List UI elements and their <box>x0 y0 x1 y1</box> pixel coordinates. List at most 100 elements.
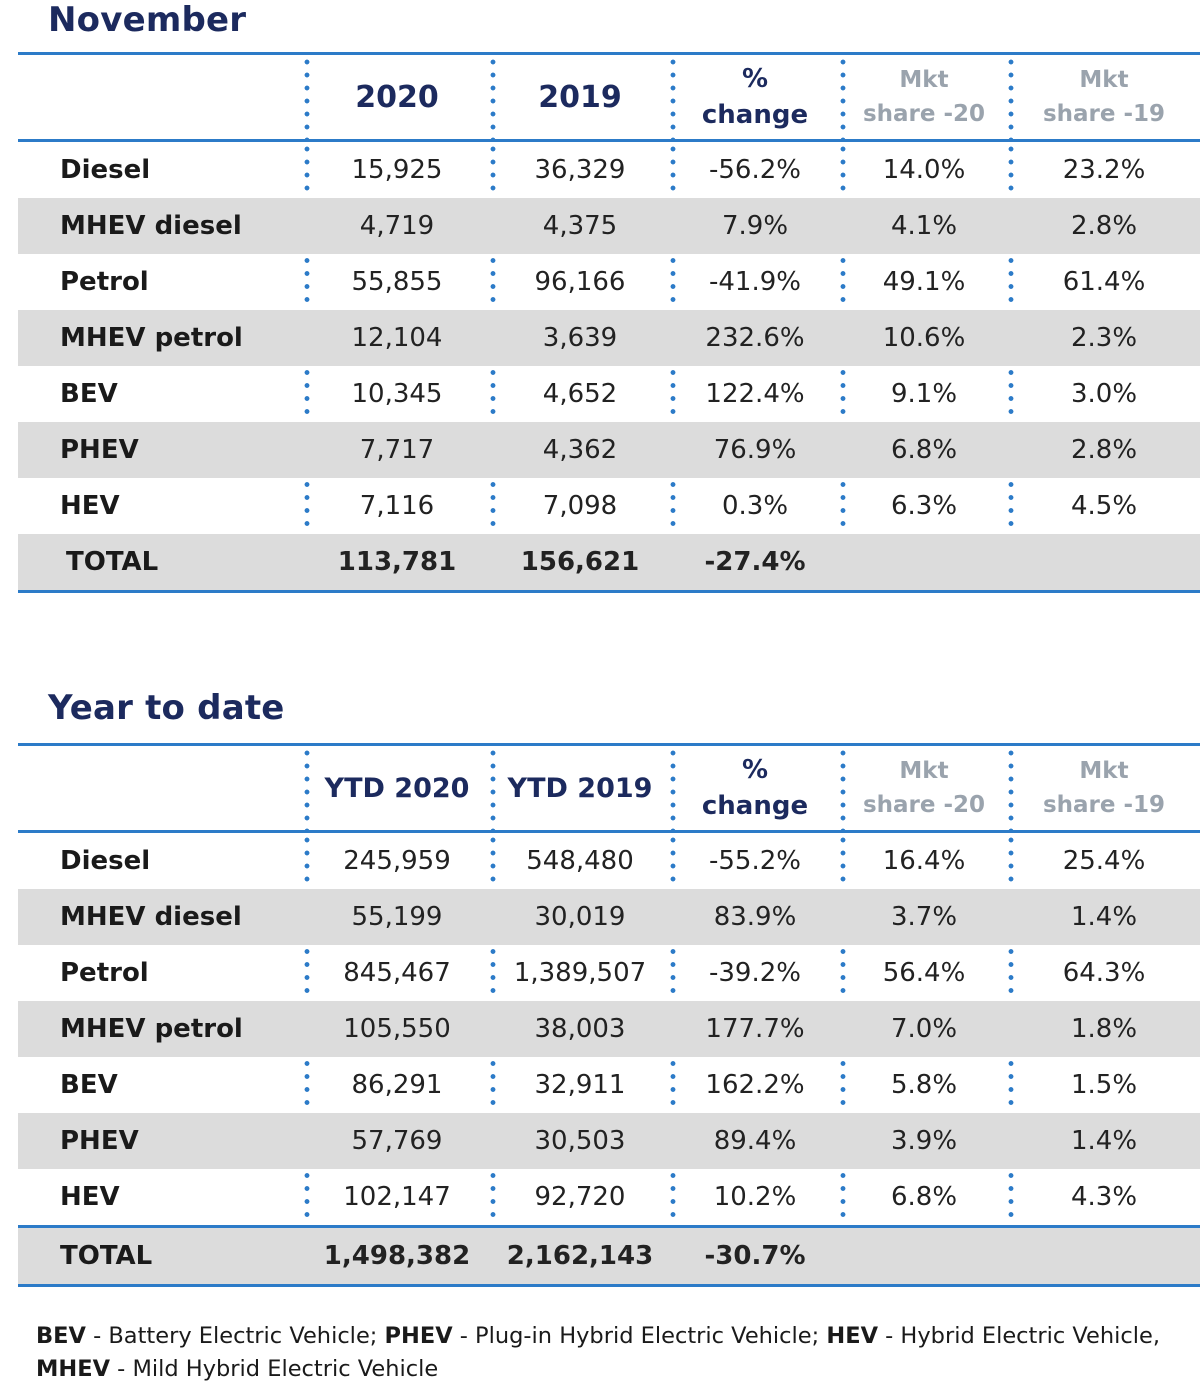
cell-pct: 0.3% <box>670 478 840 534</box>
cell-ytd-2020: 105,550 <box>304 1001 490 1057</box>
table-row: Diesel 15,925 36,329 -56.2% 14.0% 23.2% <box>18 140 1200 198</box>
cell-ytd-2019: 30,503 <box>490 1113 670 1169</box>
november-table: 2020 2019 % change Mkt share -20 Mkt sha… <box>18 52 1200 594</box>
cell-ms20: 14.0% <box>840 140 1008 198</box>
cell-pct: 232.6% <box>670 310 840 366</box>
row-label: MHEV diesel <box>18 198 304 254</box>
row-label: PHEV <box>18 422 304 478</box>
header-ms1-line2: share -20 <box>862 792 986 818</box>
cell-ytd-2020: 102,147 <box>304 1169 490 1227</box>
cell-2020: 10,345 <box>304 366 490 422</box>
header-pct-symbol: % <box>741 755 769 785</box>
header-ytd-2019: YTD 2019 <box>490 744 670 832</box>
cell-ms19: 2.8% <box>1008 422 1200 478</box>
cell-ytd-2019: 1,389,507 <box>490 945 670 1001</box>
cell-ytd-2020: 55,199 <box>304 889 490 945</box>
cell-ms20: 6.8% <box>840 1169 1008 1227</box>
total-row: TOTAL 1,498,382 2,162,143 -30.7% <box>18 1226 1200 1286</box>
cell-ms20: 6.8% <box>840 422 1008 478</box>
cell-2019: 4,362 <box>490 422 670 478</box>
header-blank <box>18 745 304 832</box>
table-row: Diesel 245,959 548,480 -55.2% 16.4% 25.4… <box>18 831 1200 889</box>
cell-ms19: 23.2% <box>1008 140 1200 198</box>
cell-ytd-2019: 38,003 <box>490 1001 670 1057</box>
cell-pct: -41.9% <box>670 254 840 310</box>
header-ms1-line1: Mkt <box>899 67 949 93</box>
table-row: MHEV diesel 55,199 30,019 83.9% 3.7% 1.4… <box>18 889 1200 945</box>
cell-2020: 12,104 <box>304 310 490 366</box>
total-ms19 <box>1008 1226 1200 1286</box>
table-row: BEV 10,345 4,652 122.4% 9.1% 3.0% <box>18 366 1200 422</box>
cell-ms19: 2.3% <box>1008 310 1200 366</box>
cell-ms20: 6.3% <box>840 478 1008 534</box>
header-ms2-line2: share -19 <box>1042 792 1166 818</box>
header-mkt-share-20: Mkt share -20 <box>840 53 1008 141</box>
november-title: November <box>48 0 247 40</box>
header-year-2019: 2019 <box>490 53 670 141</box>
cell-2019: 4,375 <box>490 198 670 254</box>
cell-pct: 122.4% <box>670 366 840 422</box>
cell-2019: 36,329 <box>490 140 670 198</box>
cell-ms19: 4.5% <box>1008 478 1200 534</box>
cell-ms20: 56.4% <box>840 945 1008 1001</box>
cell-ms19: 1.5% <box>1008 1057 1200 1113</box>
cell-2019: 3,639 <box>490 310 670 366</box>
header-ms2-line2: share -19 <box>1042 101 1166 127</box>
header-blank <box>18 54 304 141</box>
row-label: MHEV petrol <box>18 310 304 366</box>
cell-ytd-2020: 245,959 <box>304 831 490 889</box>
ytd-header-row: YTD 2020 YTD 2019 % change Mkt share -20… <box>18 744 1200 832</box>
cell-pct: 7.9% <box>670 198 840 254</box>
row-label: Petrol <box>60 958 149 988</box>
cell-ms19: 1.4% <box>1008 1113 1200 1169</box>
cell-ms19: 64.3% <box>1008 945 1200 1001</box>
header-mkt-share-19: Mkt share -19 <box>1008 53 1200 141</box>
cell-ms20: 9.1% <box>840 366 1008 422</box>
abbr-hev: HEV <box>826 1323 878 1349</box>
table-bottom-rule <box>18 1284 1200 1288</box>
row-label: HEV <box>60 1182 120 1212</box>
header-ms1-line2: share -20 <box>862 101 986 127</box>
abbr-mhev: MHEV <box>36 1356 111 1382</box>
total-label: TOTAL <box>18 1226 304 1286</box>
abbr-hev-text: - Hybrid Electric Vehicle, <box>878 1323 1161 1349</box>
row-label: BEV <box>60 379 118 409</box>
cell-ms20: 3.9% <box>840 1113 1008 1169</box>
cell-ytd-2019: 548,480 <box>490 831 670 889</box>
row-label: MHEV petrol <box>18 1001 304 1057</box>
cell-pct: -56.2% <box>670 140 840 198</box>
row-label: Diesel <box>60 846 151 876</box>
cell-ytd-2020: 845,467 <box>304 945 490 1001</box>
header-year-2020: 2020 <box>304 53 490 141</box>
abbr-bev: BEV <box>36 1323 86 1349</box>
table-row: Petrol 55,855 96,166 -41.9% 49.1% 61.4% <box>18 254 1200 310</box>
row-label: HEV <box>60 491 120 521</box>
table-row: MHEV diesel 4,719 4,375 7.9% 4.1% 2.8% <box>18 198 1200 254</box>
total-ms20 <box>840 534 1008 592</box>
total-pct: -30.7% <box>670 1226 840 1286</box>
abbr-mhev-text: - Mild Hybrid Electric Vehicle <box>110 1356 439 1382</box>
total-ytd-2020: 1,498,382 <box>304 1226 490 1286</box>
cell-pct: 83.9% <box>670 889 840 945</box>
total-pct: -27.4% <box>670 534 840 592</box>
cell-2020: 4,719 <box>304 198 490 254</box>
cell-ytd-2019: 30,019 <box>490 889 670 945</box>
total-2020: 113,781 <box>304 534 490 592</box>
november-header-row: 2020 2019 % change Mkt share -20 Mkt sha… <box>18 53 1200 141</box>
table-row: HEV 102,147 92,720 10.2% 6.8% 4.3% <box>18 1169 1200 1227</box>
row-label: Diesel <box>60 155 151 185</box>
row-label: BEV <box>60 1070 118 1100</box>
cell-ms19: 3.0% <box>1008 366 1200 422</box>
abbr-phev-text: - Plug-in Hybrid Electric Vehicle; <box>452 1323 827 1349</box>
cell-ms19: 1.8% <box>1008 1001 1200 1057</box>
header-mkt-share-19: Mkt share -19 <box>1008 744 1200 832</box>
total-ms20 <box>840 1226 1008 1286</box>
row-label: MHEV diesel <box>18 889 304 945</box>
header-pct-change: % change <box>670 744 840 832</box>
header-pct-symbol: % <box>741 64 769 94</box>
row-label: Petrol <box>60 267 149 297</box>
cell-2019: 4,652 <box>490 366 670 422</box>
cell-ms20: 16.4% <box>840 831 1008 889</box>
abbr-phev: PHEV <box>384 1323 453 1349</box>
header-ms2-line1: Mkt <box>1079 758 1129 784</box>
